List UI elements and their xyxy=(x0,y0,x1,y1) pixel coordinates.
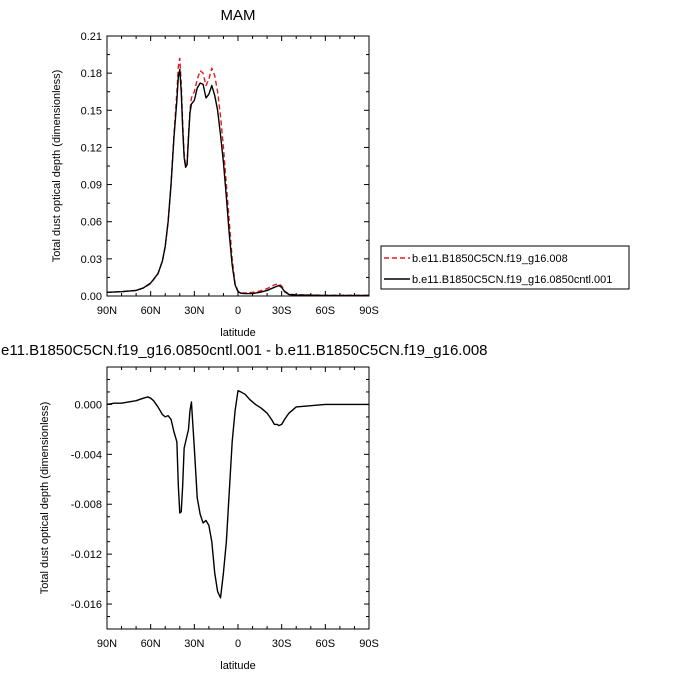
top-x-tick-label: 30N xyxy=(184,305,204,317)
legend-entry-series-2: b.e11.B1850C5CN.f19_g16.0850cntl.001 xyxy=(412,274,612,286)
top-chart-title: MAM xyxy=(221,7,256,24)
bottom-x-tick-label: 30S xyxy=(272,638,292,650)
bottom-y-axis-label: Total dust optical depth (dimensionless) xyxy=(39,402,51,595)
top-y-tick-label: 0.00 xyxy=(81,291,102,303)
top-x-tick-label: 60N xyxy=(141,305,161,317)
bottom-plot-frame xyxy=(106,366,370,630)
legend-box xyxy=(380,245,630,290)
top-series-line-2 xyxy=(106,68,369,297)
bottom-y-tick-label: 0.000 xyxy=(74,399,102,411)
top-x-tick-label: 60S xyxy=(316,305,336,317)
top-y-tick-label: 0.21 xyxy=(81,31,102,43)
bottom-x-tick-label: 30N xyxy=(184,638,204,650)
top-y-tick-label: 0.06 xyxy=(81,217,102,229)
bottom-x-tick-label: 0 xyxy=(235,638,241,650)
bottom-axis-ticks: 90N 60N 30N 0 30S 60S 90S 0.000 -0.004 -0.008 -0.0… xyxy=(71,366,379,650)
bottom-y-tick-label: -0.008 xyxy=(71,499,102,511)
bottom-chart-title: b.e11.B1850C5CN.f19_g16.0850cntl.001 - b… xyxy=(0,342,487,359)
top-plot-frame xyxy=(106,35,370,297)
top-y-tick-label: 0.12 xyxy=(81,142,102,154)
top-y-tick-label: 0.03 xyxy=(81,254,102,266)
bottom-x-tick-label: 60N xyxy=(141,638,161,650)
bottom-chart-panel: b.e11.B1850C5CN.f19_g16.0850cntl.001 - b… xyxy=(0,342,487,672)
bottom-series-lines xyxy=(106,390,369,599)
top-y-tick-label: 0.09 xyxy=(81,180,102,192)
top-x-axis-label: latitude xyxy=(220,327,255,339)
top-axis-ticks: 90N 60N 30N 0 30S 60S 90S 0.00 0.03 0.06 0.09 0.12 0… xyxy=(81,31,379,317)
legend: b.e11.B1850C5CN.f19_g16.008 b.e11.B1850C… xyxy=(380,245,630,290)
bottom-x-tick-label: 60S xyxy=(316,638,336,650)
top-x-tick-label: 0 xyxy=(235,305,241,317)
top-x-tick-label: 90N xyxy=(97,305,117,317)
top-series-lines xyxy=(106,57,369,297)
bottom-x-axis-label: latitude xyxy=(220,660,255,672)
top-series-line-1 xyxy=(106,57,369,297)
top-y-tick-label: 0.15 xyxy=(81,105,102,117)
top-x-tick-label: 30S xyxy=(272,305,292,317)
bottom-y-tick-label: -0.004 xyxy=(71,449,102,461)
top-chart-panel: MAM Total dust optical depth (dimensionl… xyxy=(51,7,379,339)
bottom-x-tick-label: 90S xyxy=(359,638,379,650)
legend-entry-series-1: b.e11.B1850C5CN.f19_g16.008 xyxy=(412,253,568,265)
top-y-axis-label: Total dust optical depth (dimensionless) xyxy=(51,70,63,263)
top-y-tick-label: 0.18 xyxy=(81,68,102,80)
top-x-tick-label: 90S xyxy=(359,305,379,317)
bottom-y-tick-label: -0.012 xyxy=(71,549,102,561)
bottom-series-line-1 xyxy=(106,390,369,599)
bottom-x-tick-label: 90N xyxy=(97,638,117,650)
bottom-y-tick-label: -0.016 xyxy=(71,599,102,611)
